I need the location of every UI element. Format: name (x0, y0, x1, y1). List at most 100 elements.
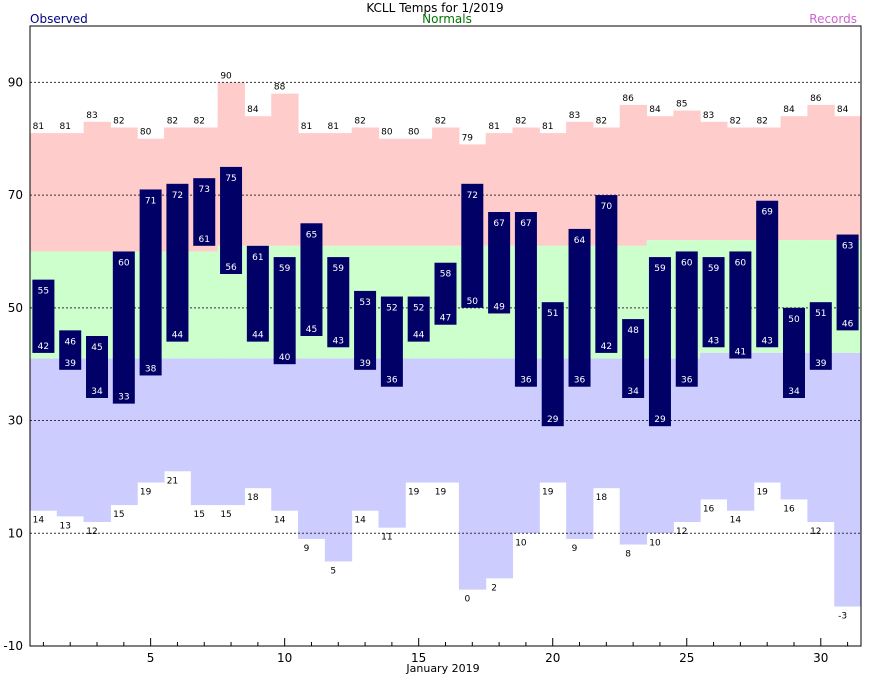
observed-high-label: 67 (520, 219, 531, 229)
record-high-band (324, 133, 353, 246)
observed-high-label: 73 (199, 185, 210, 195)
record-high-band (566, 121, 594, 246)
observed-bar (380, 296, 403, 387)
record-low-band (566, 358, 594, 539)
record-high-label: 82 (113, 116, 124, 126)
observed-low-label: 44 (252, 331, 264, 341)
record-high-label: 80 (408, 128, 420, 138)
record-high-label: 84 (783, 105, 795, 115)
observed-low-label: 39 (815, 359, 827, 369)
observed-low-label: 29 (654, 415, 666, 425)
observed-low-label: 44 (413, 331, 425, 341)
observed-high-label: 52 (386, 304, 397, 314)
x-axis-label: January 2019 (405, 662, 479, 675)
observed-bar (273, 257, 296, 365)
record-high-label: 82 (756, 116, 767, 126)
record-high-label: 81 (328, 122, 339, 132)
record-high-label: 82 (435, 116, 446, 126)
y-tick-label: 90 (8, 75, 23, 89)
record-low-band (485, 358, 514, 579)
observed-high-label: 52 (413, 304, 424, 314)
observed-high-label: 70 (601, 202, 613, 212)
record-low-band (190, 358, 219, 506)
observed-high-label: 46 (64, 337, 76, 347)
observed-high-label: 59 (708, 264, 720, 274)
observed-low-label: 39 (359, 359, 371, 369)
record-low-band (324, 358, 353, 562)
observed-high-label: 67 (493, 219, 504, 229)
record-low-label: 18 (247, 493, 259, 503)
y-tick-label: -10 (3, 639, 23, 653)
observed-bar (648, 257, 671, 427)
x-tick-label: 5 (147, 651, 155, 665)
x-tick-label: 10 (277, 651, 292, 665)
record-high-band (807, 104, 835, 241)
record-low-label: 15 (113, 510, 124, 520)
record-high-label: 80 (381, 128, 393, 138)
record-low-band (458, 358, 487, 590)
record-high-band (619, 104, 648, 246)
observed-bar (300, 223, 323, 336)
observed-low-label: 34 (91, 387, 103, 397)
record-low-label: 19 (542, 488, 554, 498)
record-high-label: 82 (354, 116, 365, 126)
record-high-label: 79 (462, 133, 474, 143)
record-high-band (780, 116, 808, 241)
chart-title: KCLL Temps for 1/2019 (366, 1, 503, 15)
observed-bars (32, 166, 859, 427)
record-low-label: 19 (756, 488, 768, 498)
record-high-label: 83 (86, 111, 97, 121)
record-high-band (271, 93, 299, 246)
observed-low-label: 33 (118, 393, 129, 403)
record-high-label: 90 (220, 71, 232, 81)
observed-low-label: 38 (145, 364, 157, 374)
observed-high-label: 59 (279, 264, 291, 274)
y-tick-label: 50 (8, 301, 23, 315)
observed-high-label: 50 (788, 315, 800, 325)
legend-observed: Observed (30, 12, 88, 26)
observed-low-label: 49 (493, 302, 505, 312)
normal-band (190, 251, 219, 359)
record-high-band (646, 116, 674, 241)
record-low-label: 9 (572, 544, 578, 554)
record-low-label: 14 (33, 516, 45, 526)
record-low-label: 15 (194, 510, 205, 520)
y-tick-label: 10 (8, 526, 23, 540)
observed-high-label: 72 (467, 191, 478, 201)
record-high-label: 82 (596, 116, 607, 126)
record-high-band (30, 133, 58, 252)
record-high-label: 84 (837, 105, 849, 115)
observed-bar (809, 302, 832, 370)
record-low-label: 12 (86, 527, 97, 537)
x-tick-label: 30 (813, 651, 828, 665)
observed-low-label: 61 (199, 235, 210, 245)
observed-high-label: 51 (547, 309, 558, 319)
record-high-band (834, 116, 862, 241)
observed-high-label: 58 (440, 270, 452, 280)
observed-low-label: 46 (842, 319, 854, 329)
observed-high-label: 63 (842, 242, 853, 252)
record-low-band (753, 352, 782, 483)
observed-high-label: 51 (815, 309, 826, 319)
record-low-label: 18 (596, 493, 608, 503)
observed-low-label: 45 (306, 325, 317, 335)
observed-low-label: 36 (574, 376, 586, 386)
observed-low-label: 43 (333, 336, 344, 346)
x-tick-label: 25 (679, 651, 694, 665)
record-low-band (351, 358, 379, 511)
record-low-label: 8 (625, 550, 631, 560)
observed-bar (702, 257, 725, 348)
observed-low-label: 36 (520, 376, 532, 386)
record-low-label: 19 (408, 488, 420, 498)
observed-bar (488, 212, 511, 314)
record-low-label: 14 (354, 516, 366, 526)
record-high-band (726, 127, 755, 241)
x-tick-label: 15 (411, 651, 426, 665)
record-low-label: 12 (676, 527, 687, 537)
observed-bar (220, 166, 243, 274)
record-low-band (512, 358, 540, 534)
record-low-band (164, 358, 192, 472)
record-low-label: 10 (649, 538, 661, 548)
observed-bar (568, 228, 591, 387)
